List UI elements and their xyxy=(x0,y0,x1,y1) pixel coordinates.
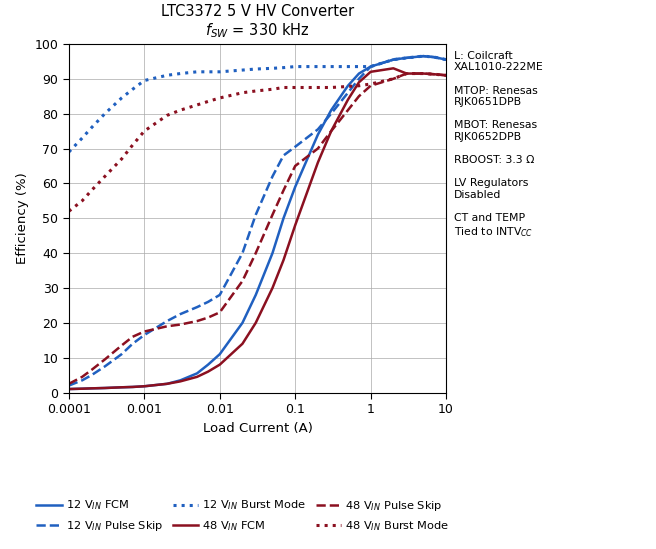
Legend: 12 V$_{IN}$ FCM, 12 V$_{IN}$ Pulse Skip, 12 V$_{IN}$ Burst Mode, 48 V$_{IN}$ FCM: 12 V$_{IN}$ FCM, 12 V$_{IN}$ Pulse Skip,… xyxy=(32,494,455,538)
X-axis label: Load Current (A): Load Current (A) xyxy=(203,422,312,434)
Title: LTC3372 5 V HV Converter
$f_{SW}$ = 330 kHz: LTC3372 5 V HV Converter $f_{SW}$ = 330 … xyxy=(161,4,354,40)
Text: L: Coilcraft
XAL1010-222ME

MTOP: Renesas
RJK0651DPB

MBOT: Renesas
RJK0652DPB

: L: Coilcraft XAL1010-222ME MTOP: Renesas… xyxy=(454,51,543,239)
Y-axis label: Efficiency (%): Efficiency (%) xyxy=(16,172,29,264)
